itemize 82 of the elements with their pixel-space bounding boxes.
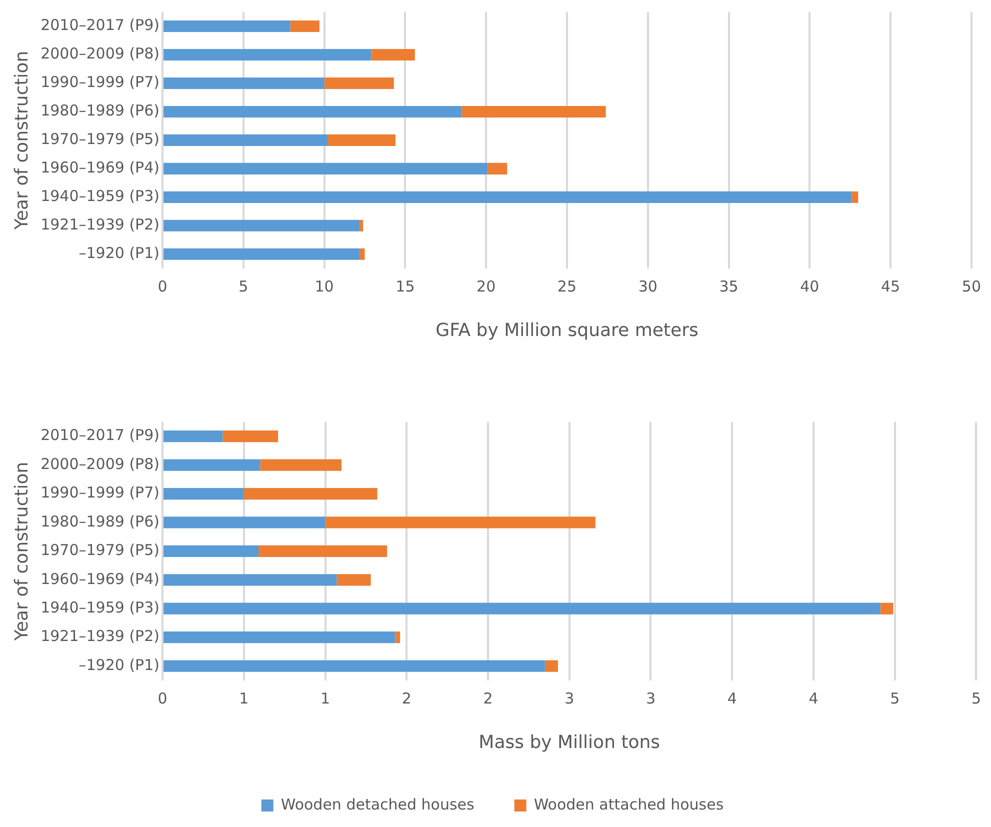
bar bbox=[164, 48, 372, 61]
bar bbox=[336, 574, 371, 586]
y-tick-label: 1990–1999 (P7) bbox=[40, 73, 160, 92]
y-tick-label: 1960–1969 (P4) bbox=[40, 158, 160, 177]
x-tick-label: 30 bbox=[638, 277, 658, 296]
bar bbox=[164, 488, 244, 500]
bar bbox=[462, 106, 606, 118]
y-tick-label: 2000–2009 (P8) bbox=[40, 454, 160, 473]
y-tick-label: 2010–2017 (P9) bbox=[40, 426, 160, 444]
bar bbox=[395, 632, 400, 644]
y-tick-label: 2000–2009 (P8) bbox=[40, 44, 160, 63]
x-tick-label: 3 bbox=[646, 689, 656, 708]
bar bbox=[880, 602, 894, 614]
x-tick-label: 4 bbox=[808, 689, 818, 708]
bar bbox=[164, 248, 360, 260]
y-tick-label: 1960–1969 (P4) bbox=[40, 570, 160, 588]
bar bbox=[164, 191, 852, 203]
bar bbox=[544, 660, 558, 672]
y-tick-label: 1940–1959 (P3) bbox=[40, 598, 160, 617]
x-tick-label: 5 bbox=[971, 689, 981, 708]
bar bbox=[258, 545, 388, 558]
x-tick-label: 1 bbox=[320, 689, 330, 708]
x-tick-label: 2 bbox=[483, 689, 493, 708]
bar bbox=[164, 660, 545, 672]
y-tick-label: 1990–1999 (P7) bbox=[40, 484, 160, 502]
bar bbox=[852, 191, 858, 203]
x-tick-label: 10 bbox=[314, 277, 334, 296]
bar bbox=[164, 545, 259, 558]
x-axis-title: Mass by Million tons bbox=[478, 732, 660, 753]
y-tick-label: 1980–1989 (P6) bbox=[40, 512, 160, 530]
bar bbox=[164, 430, 223, 442]
bar bbox=[260, 459, 342, 471]
x-axis-title: GFA by Million square meters bbox=[436, 320, 698, 341]
x-tick-label: 5 bbox=[890, 689, 900, 708]
bar bbox=[164, 20, 290, 32]
bar bbox=[164, 459, 260, 471]
y-tick-label: 1970–1979 (P5) bbox=[40, 130, 160, 148]
legend-label: Wooden attached houses bbox=[534, 795, 724, 814]
bar bbox=[324, 77, 394, 89]
y-tick-label: 1970–1979 (P5) bbox=[40, 541, 160, 560]
bar bbox=[222, 430, 278, 442]
bar bbox=[164, 162, 488, 174]
bar bbox=[360, 220, 364, 232]
y-tick-label: –1920 (P1) bbox=[78, 656, 160, 674]
bar bbox=[360, 248, 365, 260]
x-tick-label: 50 bbox=[962, 277, 982, 296]
y-tick-label: 1921–1939 (P2) bbox=[40, 627, 160, 646]
x-tick-label: 25 bbox=[557, 277, 577, 296]
y-tick-label: 1940–1959 (P3) bbox=[40, 187, 160, 206]
bar bbox=[164, 134, 328, 146]
bar bbox=[290, 20, 320, 32]
x-tick-label: 45 bbox=[881, 277, 900, 296]
bar bbox=[164, 574, 337, 586]
bar bbox=[371, 48, 415, 61]
x-tick-label: 15 bbox=[396, 277, 415, 296]
x-tick-label: 40 bbox=[800, 277, 820, 296]
x-tick-label: 0 bbox=[158, 277, 168, 296]
legend-label: Wooden detached houses bbox=[280, 795, 475, 814]
x-tick-label: 0 bbox=[158, 689, 168, 708]
y-tick-label: 2010–2017 (P9) bbox=[40, 16, 160, 34]
bar bbox=[244, 488, 378, 500]
x-tick-label: 35 bbox=[719, 277, 738, 296]
y-axis-title: Year of construction bbox=[11, 462, 32, 642]
bar bbox=[164, 516, 326, 528]
y-tick-label: 1921–1939 (P2) bbox=[40, 216, 160, 234]
x-tick-label: 1 bbox=[239, 689, 249, 708]
bar bbox=[488, 162, 508, 174]
y-tick-label: 1980–1989 (P6) bbox=[40, 102, 160, 120]
bar bbox=[164, 220, 360, 232]
x-tick-label: 20 bbox=[476, 277, 496, 296]
bar bbox=[328, 134, 396, 146]
bar bbox=[164, 106, 462, 118]
x-tick-label: 3 bbox=[564, 689, 574, 708]
y-axis-title: Year of construction bbox=[11, 50, 32, 231]
bar bbox=[164, 632, 396, 644]
x-tick-label: 5 bbox=[238, 277, 248, 296]
bar bbox=[325, 516, 596, 528]
bar bbox=[164, 602, 880, 614]
x-tick-label: 4 bbox=[727, 689, 737, 708]
x-tick-label: 2 bbox=[402, 689, 412, 708]
y-tick-label: –1920 (P1) bbox=[78, 244, 160, 262]
bar bbox=[164, 77, 324, 89]
